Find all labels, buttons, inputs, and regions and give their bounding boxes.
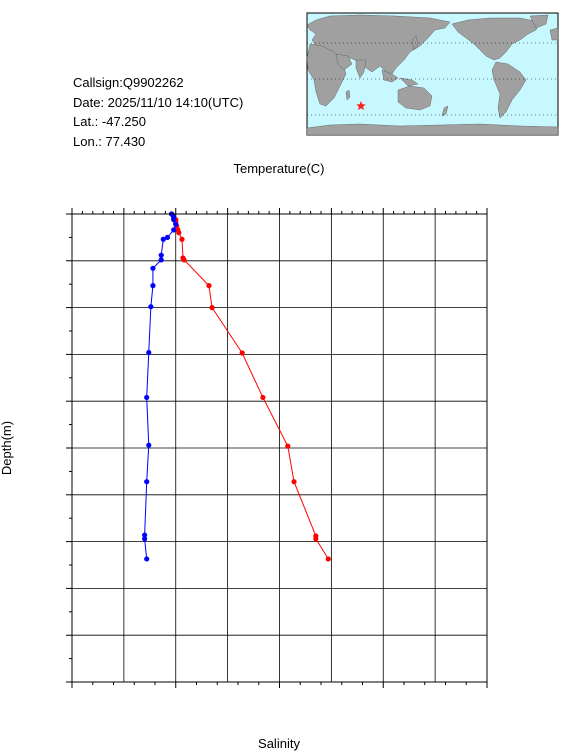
salinity-point <box>164 234 171 240</box>
temperature-point <box>179 236 185 242</box>
salinity-point <box>144 394 150 401</box>
temperature-point <box>325 556 331 562</box>
date-text: Date: 2025/11/10 14:10(UTC) <box>73 95 243 110</box>
grid-lines <box>72 214 487 682</box>
salinity-point <box>144 556 150 562</box>
series-layer <box>142 211 331 562</box>
temperature-point <box>291 479 297 485</box>
salinity-point <box>158 252 164 258</box>
location-map <box>306 12 559 136</box>
depth-axis-title: Depth(m) <box>0 421 14 475</box>
plot-frame <box>71 213 488 683</box>
temperature-point <box>209 305 215 311</box>
latitude-text: Lat.: -47.250 <box>73 114 146 129</box>
salinity-axis-title: Salinity <box>258 736 300 751</box>
salinity-point <box>142 536 148 542</box>
callsign-text: Callsign:Q9902262 <box>73 75 184 90</box>
temperature-point <box>239 350 245 356</box>
salinity-point <box>144 479 150 485</box>
temperature-point <box>313 536 319 542</box>
plot-area <box>66 208 488 688</box>
temperature-point <box>285 443 291 449</box>
temperature-point <box>181 257 187 263</box>
temperature-point <box>206 283 212 289</box>
salinity-point <box>146 442 152 448</box>
salinity-point <box>160 236 166 242</box>
salinity-point <box>173 221 179 227</box>
temperature-axis-title: Temperature(C) <box>233 161 324 176</box>
salinity-point <box>150 265 156 271</box>
temperature-point <box>176 230 182 236</box>
temperature-point <box>260 394 266 401</box>
salinity-point <box>171 217 177 223</box>
salinity-point <box>146 349 152 356</box>
map-land <box>306 14 559 136</box>
salinity-point <box>158 257 164 263</box>
salinity-point <box>142 532 148 538</box>
salinity-point <box>171 227 177 233</box>
salinity-point <box>148 304 154 310</box>
station-info: Callsign:Q9902262 Date: 2025/11/10 14:10… <box>73 75 243 149</box>
longitude-text: Lon.: 77.430 <box>73 134 145 149</box>
star-icon <box>356 101 366 111</box>
salinity-point <box>150 283 156 289</box>
station-marker-star-icon <box>356 101 366 111</box>
